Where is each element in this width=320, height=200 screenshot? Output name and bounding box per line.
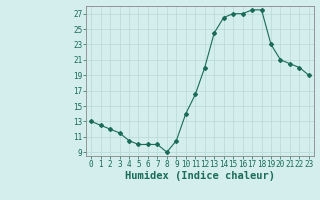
X-axis label: Humidex (Indice chaleur): Humidex (Indice chaleur) <box>125 171 275 181</box>
